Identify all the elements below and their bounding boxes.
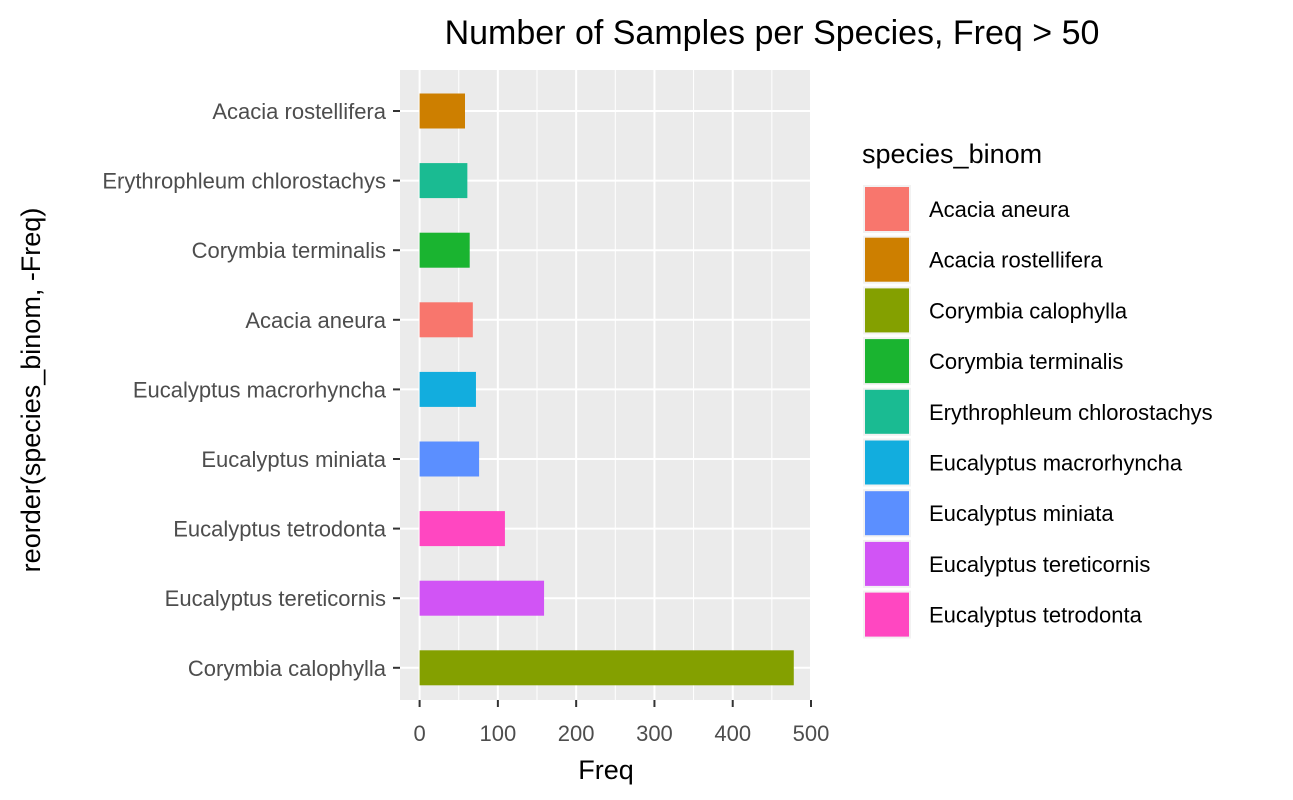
y-tick-label: Eucalyptus miniata <box>201 447 386 472</box>
y-tick-label: Acacia aneura <box>245 308 386 333</box>
legend-swatch <box>865 491 909 536</box>
legend-title: species_binom <box>862 139 1042 169</box>
y-tick-label: Eucalyptus tereticornis <box>165 586 386 611</box>
legend-swatch <box>865 288 909 333</box>
x-tick-label: 0 <box>413 721 425 746</box>
x-tick-label: 400 <box>714 721 751 746</box>
x-tick-label: 200 <box>558 721 595 746</box>
bar <box>419 511 505 547</box>
bar <box>419 441 480 477</box>
legend-label: Eucalyptus miniata <box>929 501 1114 526</box>
x-tick-label: 100 <box>480 721 517 746</box>
x-tick-label: 300 <box>636 721 673 746</box>
legend-label: Acacia rostellifera <box>929 248 1103 273</box>
legend-label: Eucalyptus tetrodonta <box>929 603 1143 628</box>
y-tick-label: Eucalyptus macrorhyncha <box>133 377 387 402</box>
bar <box>419 371 476 407</box>
x-axis: 0 100 200 300 400 500 <box>413 700 829 746</box>
x-tick-label: 500 <box>793 721 830 746</box>
y-tick-label: Eucalyptus tetrodonta <box>173 517 387 542</box>
y-tick-label: Corymbia calophylla <box>188 656 387 681</box>
y-axis-title: reorder(species_binom, -Freq) <box>16 208 46 573</box>
legend-label: Acacia aneura <box>929 197 1070 222</box>
legend-label: Eucalyptus tereticornis <box>929 552 1150 577</box>
bar <box>419 302 473 338</box>
legend-swatch <box>865 339 909 384</box>
legend-swatch <box>865 440 909 485</box>
bar <box>419 93 466 129</box>
legend-swatch <box>865 237 909 282</box>
y-tick-label: Corymbia terminalis <box>192 238 386 263</box>
y-tick-label: Erythrophleum chlorostachys <box>102 169 386 194</box>
bar <box>419 163 468 199</box>
legend: species_binom Acacia aneura Acacia rostel… <box>862 139 1213 639</box>
y-tick-label: Acacia rostellifera <box>212 99 386 124</box>
bars <box>419 93 794 686</box>
legend-swatch <box>865 187 909 231</box>
legend-label: Corymbia terminalis <box>929 349 1123 374</box>
legend-label: Eucalyptus macrorhyncha <box>929 451 1183 476</box>
legend-swatch <box>865 389 909 434</box>
legend-label: Erythrophleum chlorostachys <box>929 400 1213 425</box>
bar <box>419 580 545 616</box>
y-axis: Acacia rostellifera Erythrophleum chloros… <box>102 99 400 681</box>
bar <box>419 650 794 686</box>
x-axis-title: Freq <box>578 755 634 785</box>
bar <box>419 232 470 268</box>
chart-title: Number of Samples per Species, Freq > 50 <box>445 14 1100 52</box>
legend-swatch <box>865 541 909 586</box>
legend-swatch <box>865 592 909 637</box>
legend-label: Corymbia calophylla <box>929 298 1128 323</box>
